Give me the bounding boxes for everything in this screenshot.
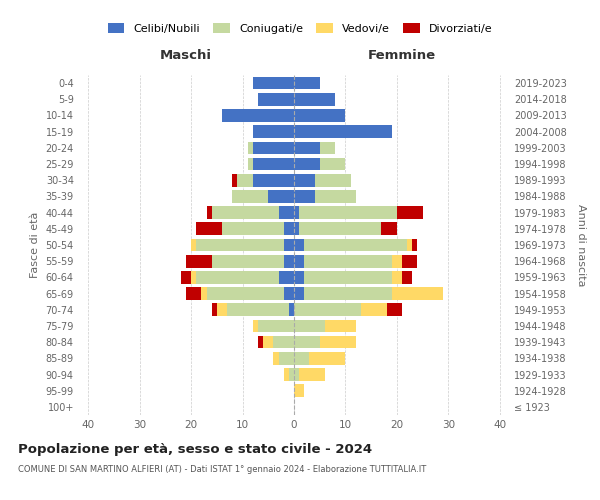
Bar [299, 206, 397, 219]
Bar [253, 142, 294, 154]
Bar [206, 288, 284, 300]
Bar [248, 158, 253, 170]
Bar [253, 77, 294, 90]
Text: Popolazione per età, sesso e stato civile - 2024: Popolazione per età, sesso e stato civil… [18, 442, 372, 456]
Bar [284, 238, 294, 252]
Bar [304, 271, 392, 283]
Bar [294, 222, 299, 235]
Y-axis label: Anni di nascita: Anni di nascita [577, 204, 586, 286]
Bar [397, 206, 422, 219]
Bar [284, 368, 289, 381]
Bar [289, 304, 294, 316]
Bar [268, 190, 294, 202]
Bar [294, 142, 320, 154]
Bar [402, 255, 418, 268]
Bar [314, 174, 350, 186]
Bar [294, 109, 346, 122]
Bar [253, 126, 294, 138]
Bar [278, 352, 294, 364]
Bar [196, 238, 284, 252]
Bar [320, 336, 356, 348]
Bar [196, 271, 278, 283]
Bar [278, 271, 294, 283]
Bar [299, 222, 382, 235]
Bar [191, 271, 196, 283]
Bar [202, 288, 206, 300]
Bar [274, 352, 278, 364]
Bar [227, 304, 289, 316]
Bar [294, 304, 361, 316]
Bar [304, 238, 407, 252]
Bar [258, 93, 294, 106]
Bar [294, 206, 299, 219]
Bar [222, 222, 284, 235]
Bar [412, 238, 418, 252]
Bar [222, 109, 294, 122]
Bar [284, 288, 294, 300]
Bar [392, 255, 402, 268]
Bar [386, 304, 402, 316]
Bar [284, 222, 294, 235]
Bar [217, 304, 227, 316]
Bar [248, 142, 253, 154]
Bar [392, 271, 402, 283]
Bar [294, 158, 320, 170]
Bar [232, 190, 268, 202]
Bar [253, 320, 258, 332]
Bar [314, 190, 356, 202]
Bar [402, 271, 412, 283]
Bar [294, 384, 304, 397]
Bar [294, 174, 314, 186]
Bar [294, 190, 314, 202]
Bar [191, 238, 196, 252]
Text: Femmine: Femmine [368, 50, 436, 62]
Bar [294, 368, 299, 381]
Bar [289, 368, 294, 381]
Bar [294, 336, 320, 348]
Bar [382, 222, 397, 235]
Bar [263, 336, 274, 348]
Y-axis label: Fasce di età: Fasce di età [30, 212, 40, 278]
Bar [258, 320, 294, 332]
Bar [253, 158, 294, 170]
Bar [294, 255, 304, 268]
Bar [294, 77, 320, 90]
Bar [304, 255, 392, 268]
Bar [284, 255, 294, 268]
Bar [232, 174, 238, 186]
Bar [253, 174, 294, 186]
Bar [294, 126, 392, 138]
Legend: Celibi/Nubili, Coniugati/e, Vedovi/e, Divorziati/e: Celibi/Nubili, Coniugati/e, Vedovi/e, Di… [108, 23, 492, 34]
Bar [212, 304, 217, 316]
Bar [294, 271, 304, 283]
Bar [294, 320, 325, 332]
Bar [294, 352, 310, 364]
Bar [212, 255, 284, 268]
Bar [294, 288, 304, 300]
Bar [278, 206, 294, 219]
Bar [181, 271, 191, 283]
Bar [299, 368, 325, 381]
Text: COMUNE DI SAN MARTINO ALFIERI (AT) - Dati ISTAT 1° gennaio 2024 - Elaborazione T: COMUNE DI SAN MARTINO ALFIERI (AT) - Dat… [18, 465, 426, 474]
Bar [274, 336, 294, 348]
Bar [212, 206, 278, 219]
Bar [392, 288, 443, 300]
Bar [310, 352, 346, 364]
Bar [258, 336, 263, 348]
Bar [361, 304, 386, 316]
Bar [186, 255, 212, 268]
Bar [294, 238, 304, 252]
Bar [186, 288, 202, 300]
Bar [325, 320, 356, 332]
Bar [206, 206, 212, 219]
Bar [196, 222, 222, 235]
Bar [320, 142, 335, 154]
Bar [407, 238, 412, 252]
Bar [238, 174, 253, 186]
Bar [294, 93, 335, 106]
Text: Maschi: Maschi [160, 50, 212, 62]
Bar [304, 288, 392, 300]
Bar [320, 158, 346, 170]
